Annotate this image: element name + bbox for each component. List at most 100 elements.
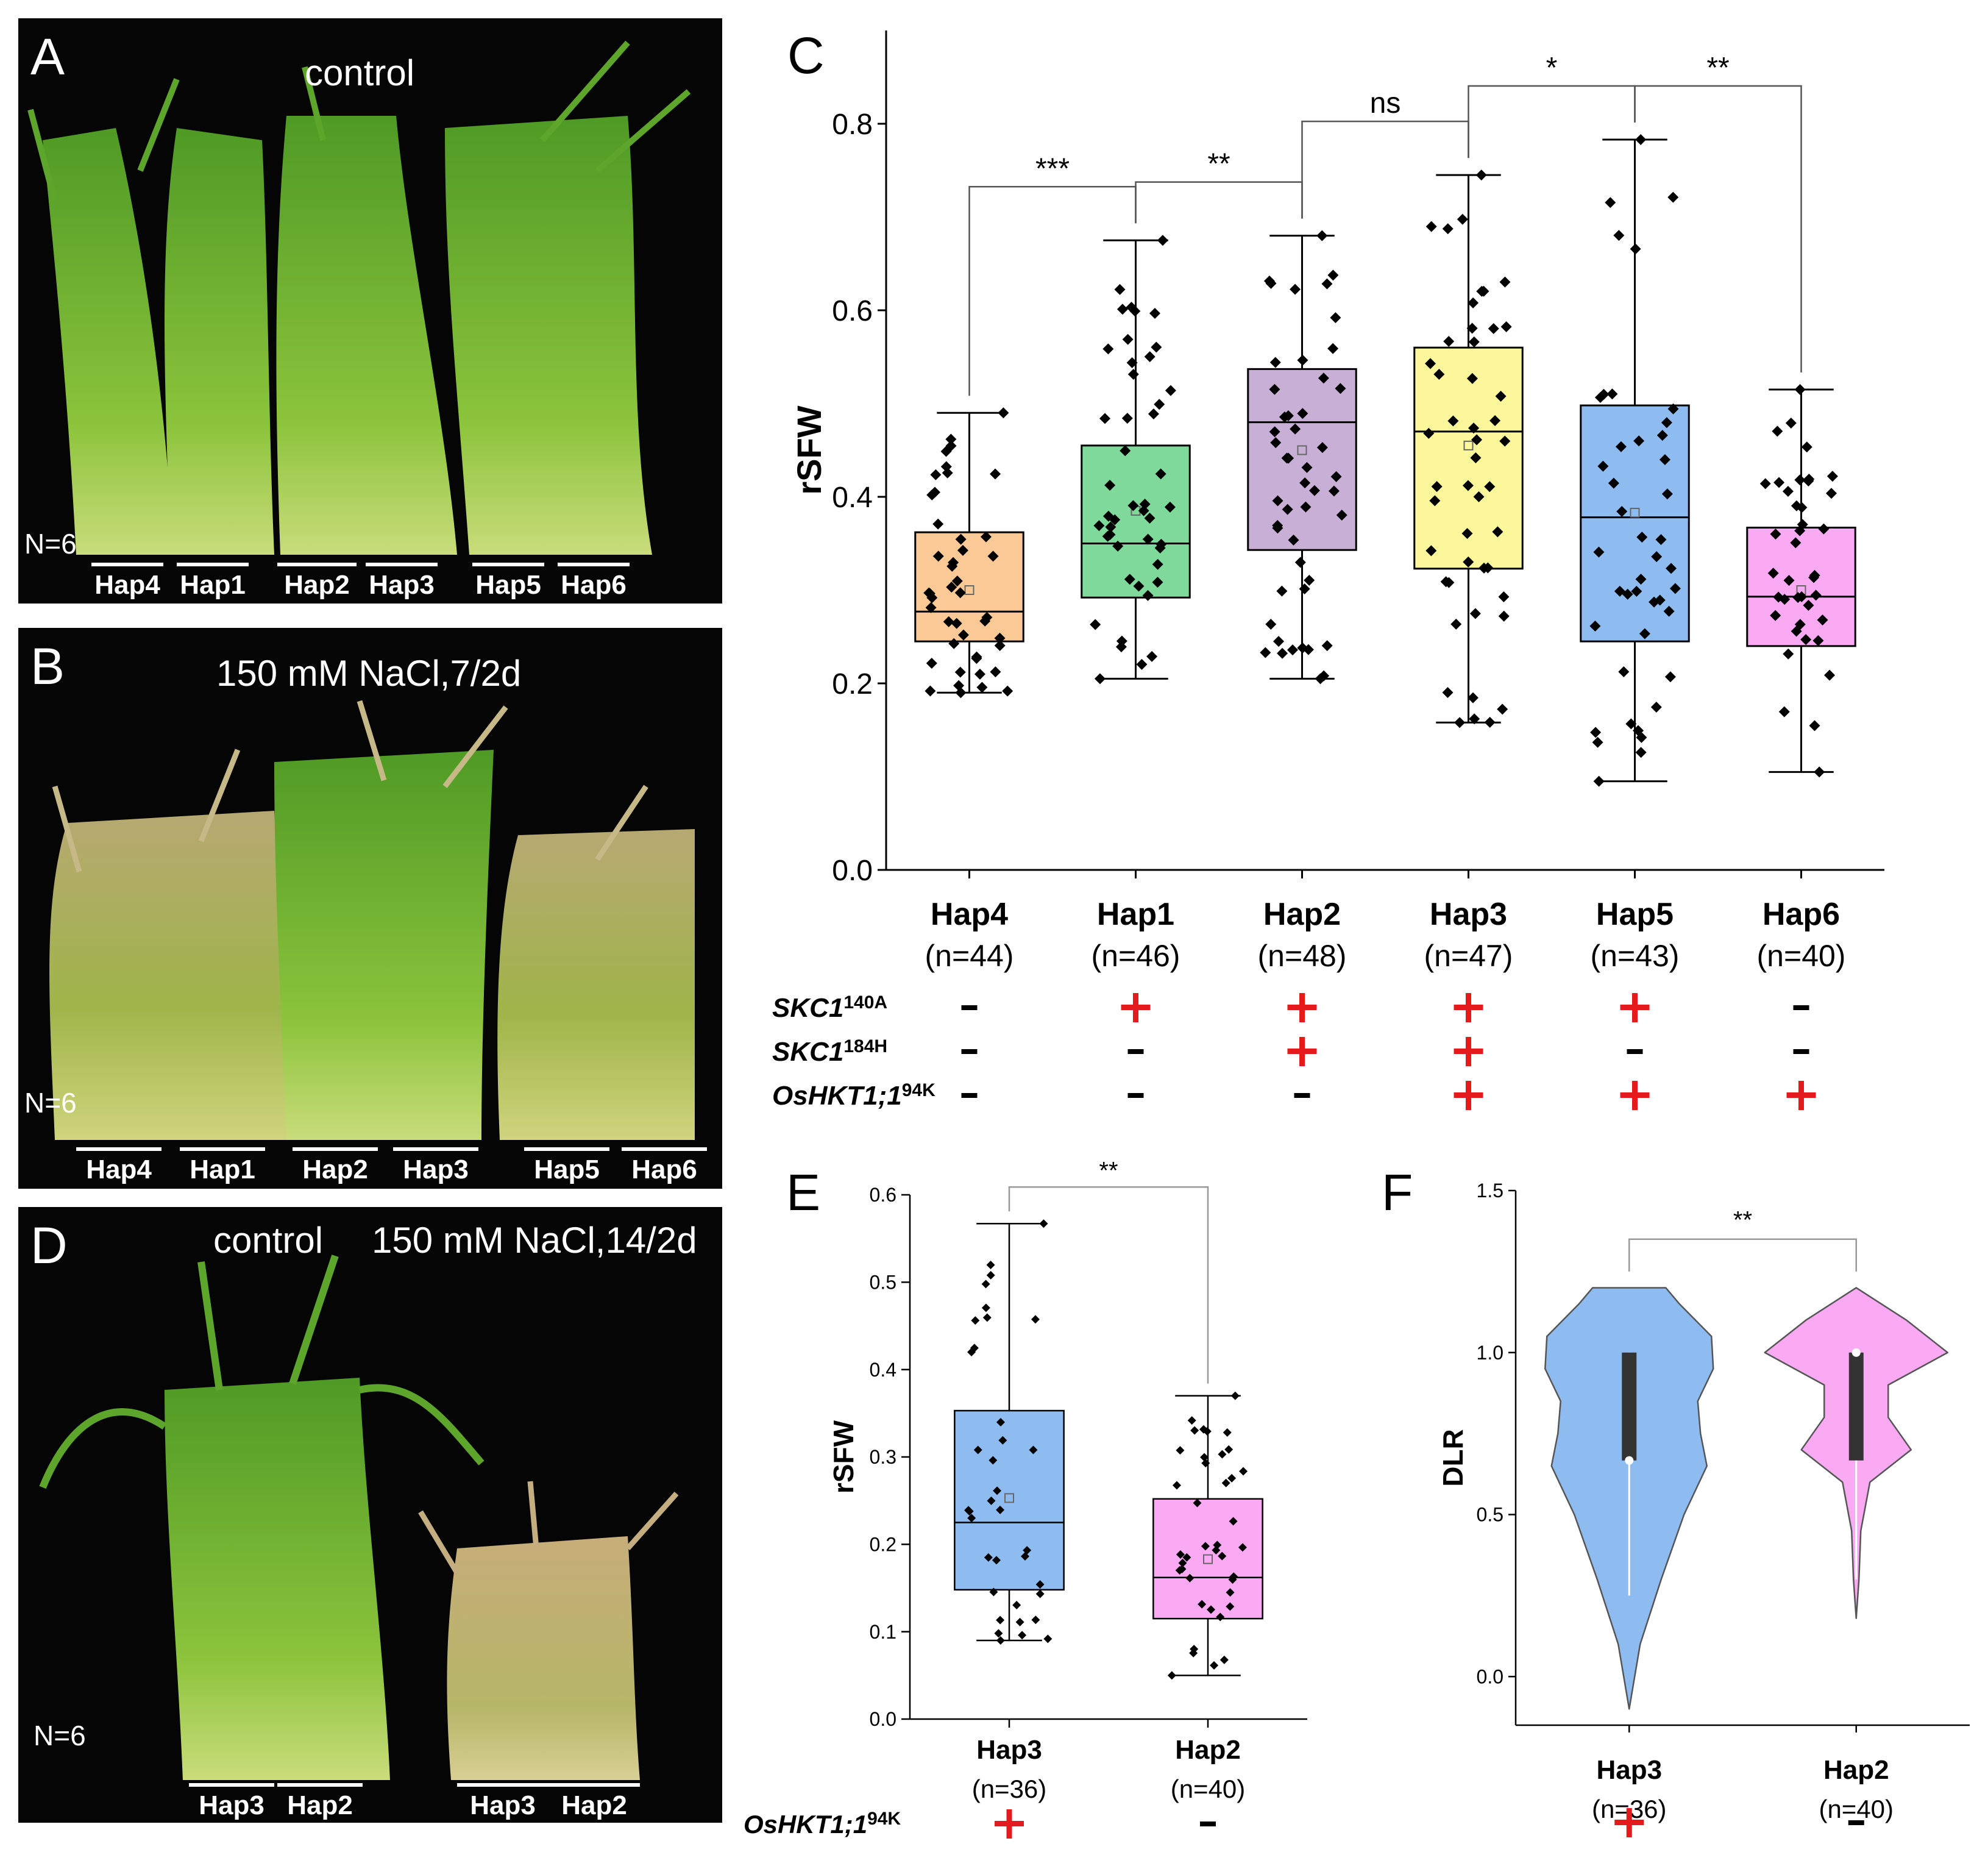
data-point — [1178, 1559, 1187, 1568]
minus-bar — [1127, 1049, 1144, 1054]
n-label-d: N=6 — [34, 1720, 86, 1751]
data-point — [1029, 1445, 1038, 1455]
minus-bar — [1127, 1093, 1144, 1098]
data-point — [1104, 480, 1116, 491]
plus-bar-v — [1006, 1809, 1012, 1839]
minus-bar — [1793, 1049, 1809, 1054]
data-point — [1199, 1425, 1208, 1434]
data-point — [981, 1280, 990, 1289]
data-point — [1431, 481, 1443, 493]
panel-letter-e: E — [786, 1164, 820, 1221]
minus-marker — [1127, 1093, 1144, 1098]
significance-bracket: ns — [1301, 87, 1469, 219]
plus-marker — [1454, 993, 1483, 1022]
data-point — [1457, 213, 1468, 225]
n-label: (n=36) — [972, 1775, 1047, 1803]
data-point — [1112, 540, 1124, 552]
data-point — [943, 616, 954, 627]
data-point — [1461, 528, 1473, 540]
data-point — [971, 653, 982, 664]
minus-bar — [1294, 1093, 1310, 1098]
data-point — [1661, 488, 1673, 500]
data-point — [1152, 577, 1163, 588]
y-tick-label: 0.0 — [832, 855, 873, 887]
box-Hap2 — [1247, 230, 1357, 685]
n-label: (n=40) — [1819, 1795, 1894, 1823]
data-point — [970, 1344, 979, 1353]
data-point — [1124, 574, 1135, 585]
data-point — [1656, 430, 1668, 441]
data-point — [1327, 269, 1339, 281]
data-point — [1201, 1542, 1210, 1551]
data-point — [925, 685, 936, 697]
data-point — [1269, 383, 1280, 395]
data-point — [1144, 512, 1156, 524]
n-label: (n=43) — [1591, 939, 1680, 973]
data-point — [1093, 520, 1105, 532]
x-tick-label: Hap2 — [1263, 897, 1341, 932]
data-point — [1469, 713, 1480, 725]
y-axis-label: rSFW — [790, 405, 828, 494]
plus-marker — [1454, 1037, 1483, 1066]
mean-marker — [1630, 508, 1640, 518]
data-point — [1299, 477, 1311, 489]
violin-iqr-box — [1848, 1352, 1864, 1461]
data-point — [954, 587, 966, 599]
data-point — [1151, 341, 1162, 353]
data-point — [1031, 1615, 1040, 1625]
data-point — [1625, 718, 1637, 730]
box-iqr — [1580, 404, 1690, 643]
data-point — [1146, 650, 1158, 662]
data-point — [989, 1456, 998, 1465]
condition-label-d-right: 150 mM NaCl,14/2d — [372, 1220, 697, 1261]
data-point — [1149, 308, 1160, 319]
data-point — [976, 682, 988, 693]
plant-illustration-b — [49, 700, 695, 1140]
n-label: (n=44) — [925, 939, 1014, 973]
data-point — [1223, 1428, 1232, 1437]
box-Hap5 — [1580, 134, 1690, 787]
data-point — [1283, 452, 1294, 464]
n-label-a: N=6 — [24, 528, 77, 560]
x-tick-label: Hap5 — [1596, 897, 1674, 932]
significance-bracket — [1628, 1238, 1857, 1272]
mean-marker — [1004, 1493, 1014, 1503]
box-iqr — [1247, 368, 1357, 551]
bracket-line — [1135, 181, 1303, 224]
data-point — [987, 550, 999, 562]
data-point — [1803, 473, 1815, 485]
bracket-line — [1634, 85, 1802, 373]
data-point — [951, 618, 962, 629]
data-point — [1433, 368, 1445, 380]
data-point — [1636, 532, 1648, 543]
data-point — [1794, 474, 1806, 486]
data-point — [1102, 530, 1113, 542]
data-point — [1618, 666, 1630, 677]
minus-marker — [961, 1005, 978, 1010]
data-point — [1605, 197, 1616, 208]
y-tick-label: 1.0 — [1477, 1342, 1503, 1364]
data-point — [1500, 321, 1512, 332]
data-point — [1142, 533, 1154, 545]
data-point — [1216, 1612, 1225, 1622]
data-point — [932, 518, 944, 530]
data-point — [1818, 523, 1830, 535]
y-axis-label: DLR — [1437, 1429, 1469, 1487]
y-tick-label: 0.3 — [870, 1446, 896, 1468]
data-point — [1330, 312, 1341, 324]
x-tick-label: Hap6 — [1763, 897, 1840, 932]
data-point — [1172, 1481, 1181, 1490]
data-point — [1785, 417, 1797, 429]
data-point — [1116, 635, 1127, 647]
y-tick-label: 0.2 — [870, 1534, 896, 1556]
data-point — [1809, 720, 1820, 732]
box-Hap1 — [1081, 235, 1191, 685]
plus-marker — [1620, 1081, 1650, 1110]
plant-illustration-a — [27, 40, 691, 555]
data-point — [1193, 1498, 1202, 1508]
data-point — [1122, 333, 1134, 345]
significance-bracket: * — [1468, 52, 1636, 158]
data-point — [1265, 619, 1277, 630]
data-point — [1661, 417, 1672, 429]
data-point — [989, 1587, 998, 1597]
